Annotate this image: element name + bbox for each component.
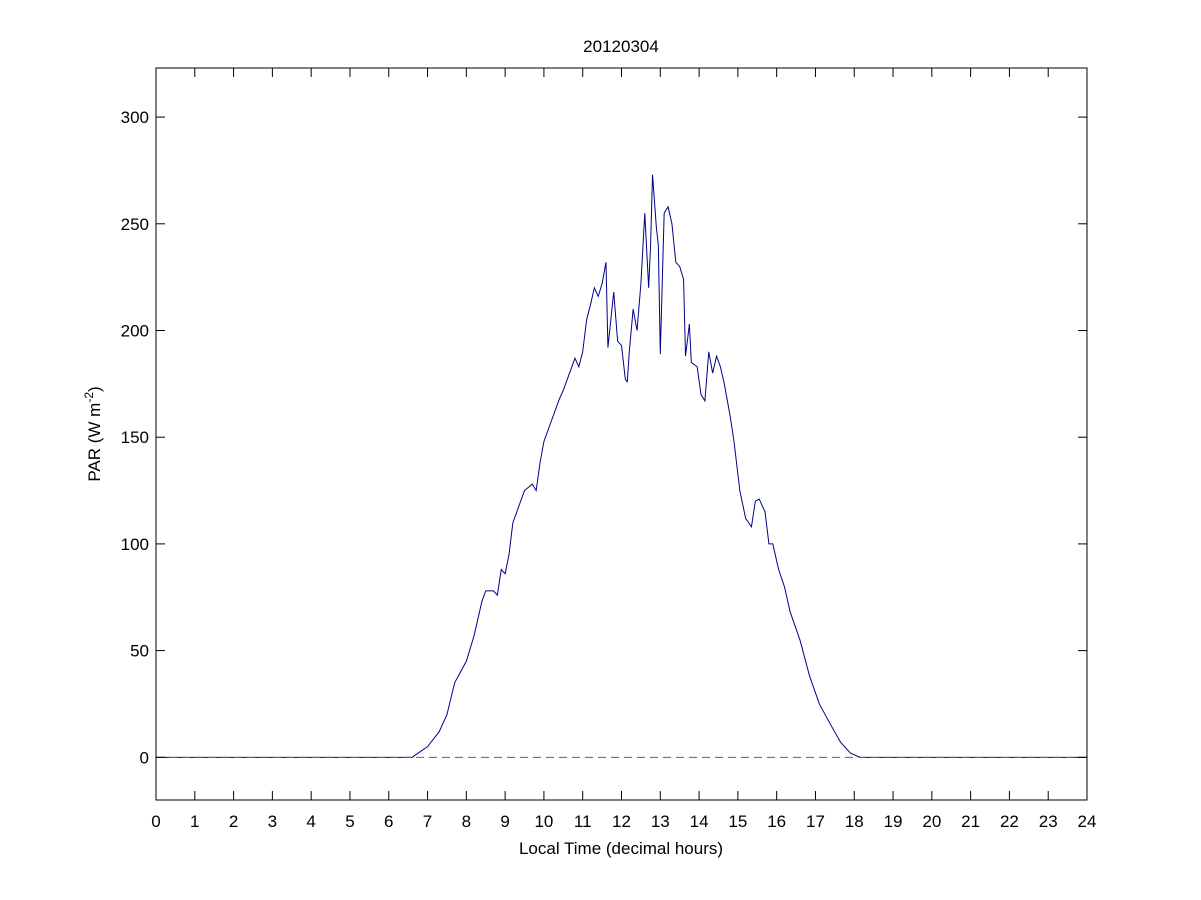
x-tick-label: 13 — [651, 812, 670, 831]
y-label-sup: -2 — [82, 392, 96, 403]
y-tick-label: 50 — [130, 642, 149, 661]
y-tick-label: 100 — [121, 535, 149, 554]
x-tick-label: 8 — [462, 812, 471, 831]
x-tick-label: 9 — [500, 812, 509, 831]
x-tick-label: 24 — [1078, 812, 1097, 831]
y-axis-label: PAR (W m-2) — [82, 386, 104, 481]
y-tick-label: 150 — [121, 428, 149, 447]
x-tick-label: 5 — [345, 812, 354, 831]
y-tick-label: 250 — [121, 215, 149, 234]
x-tick-label: 12 — [612, 812, 631, 831]
y-label-text: PAR (W m — [85, 403, 104, 482]
x-tick-label: 2 — [229, 812, 238, 831]
data-line — [156, 174, 1087, 758]
x-tick-label: 1 — [190, 812, 199, 831]
x-tick-label: 11 — [574, 812, 592, 831]
y-tick-label: 0 — [140, 748, 149, 767]
x-tick-label: 7 — [423, 812, 432, 831]
y-tick-label: 300 — [121, 108, 149, 127]
x-tick-label: 14 — [690, 812, 709, 831]
y-label-end: ) — [85, 386, 104, 392]
x-tick-label: 23 — [1039, 812, 1058, 831]
y-tick-label: 200 — [121, 321, 149, 340]
x-tick-label: 15 — [728, 812, 747, 831]
x-tick-label: 16 — [767, 812, 786, 831]
x-tick-label: 3 — [268, 812, 277, 831]
x-tick-label: 6 — [384, 812, 393, 831]
x-tick-label: 21 — [961, 812, 980, 831]
x-tick-label: 0 — [151, 812, 160, 831]
x-tick-label: 4 — [306, 812, 315, 831]
x-tick-label: 17 — [806, 812, 825, 831]
x-tick-label: 20 — [922, 812, 941, 831]
x-tick-label: 22 — [1000, 812, 1019, 831]
x-tick-label: 19 — [884, 812, 903, 831]
x-axis-label: Local Time (decimal hours) — [519, 839, 723, 858]
x-tick-label: 10 — [534, 812, 553, 831]
chart-title: 20120304 — [583, 37, 659, 56]
x-tick-label: 18 — [845, 812, 864, 831]
